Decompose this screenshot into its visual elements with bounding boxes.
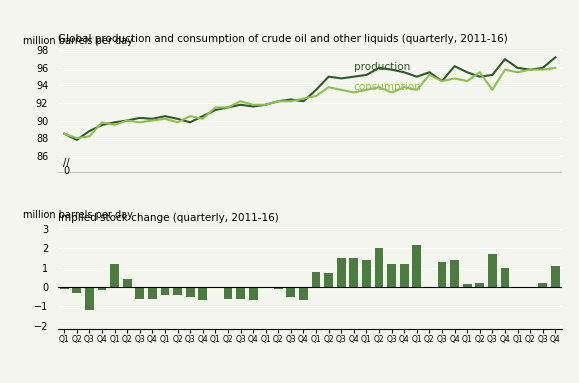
Bar bbox=[362, 260, 371, 287]
Bar bbox=[463, 284, 471, 287]
Bar bbox=[475, 283, 484, 287]
Bar bbox=[236, 287, 245, 298]
Bar bbox=[450, 260, 459, 287]
Bar bbox=[135, 287, 144, 298]
Bar bbox=[60, 287, 68, 289]
Text: million barrels per day: million barrels per day bbox=[23, 210, 133, 219]
Bar bbox=[337, 258, 346, 287]
Bar bbox=[501, 268, 510, 287]
Bar bbox=[85, 287, 94, 310]
Bar bbox=[400, 264, 409, 287]
Bar bbox=[312, 272, 320, 287]
Text: //: // bbox=[63, 158, 69, 168]
Bar bbox=[160, 287, 169, 295]
Bar bbox=[387, 264, 396, 287]
Bar bbox=[438, 262, 446, 287]
Text: Global production and consumption of crude oil and other liquids (quarterly, 201: Global production and consumption of cru… bbox=[58, 34, 508, 44]
Bar bbox=[186, 287, 195, 296]
Bar bbox=[199, 287, 207, 300]
Bar bbox=[173, 287, 182, 295]
Bar bbox=[538, 283, 547, 287]
Bar bbox=[551, 266, 560, 287]
Text: production: production bbox=[354, 62, 410, 72]
Bar bbox=[350, 258, 358, 287]
Bar bbox=[488, 254, 497, 287]
Bar bbox=[274, 287, 283, 289]
Bar bbox=[249, 287, 258, 300]
Bar bbox=[412, 245, 421, 287]
Text: Implied stock change (quarterly, 2011-16): Implied stock change (quarterly, 2011-16… bbox=[58, 213, 278, 223]
Bar bbox=[223, 287, 232, 298]
Text: consumption: consumption bbox=[354, 82, 422, 92]
Bar bbox=[148, 287, 157, 298]
Bar bbox=[98, 287, 107, 290]
Bar bbox=[287, 287, 295, 296]
Bar bbox=[211, 287, 219, 288]
Bar bbox=[375, 249, 383, 287]
Bar bbox=[324, 273, 333, 287]
Bar bbox=[123, 279, 131, 287]
Bar bbox=[72, 287, 81, 293]
Text: 0: 0 bbox=[63, 166, 69, 176]
Bar bbox=[110, 264, 119, 287]
Text: million barrels per day: million barrels per day bbox=[23, 36, 133, 46]
Bar bbox=[299, 287, 308, 300]
